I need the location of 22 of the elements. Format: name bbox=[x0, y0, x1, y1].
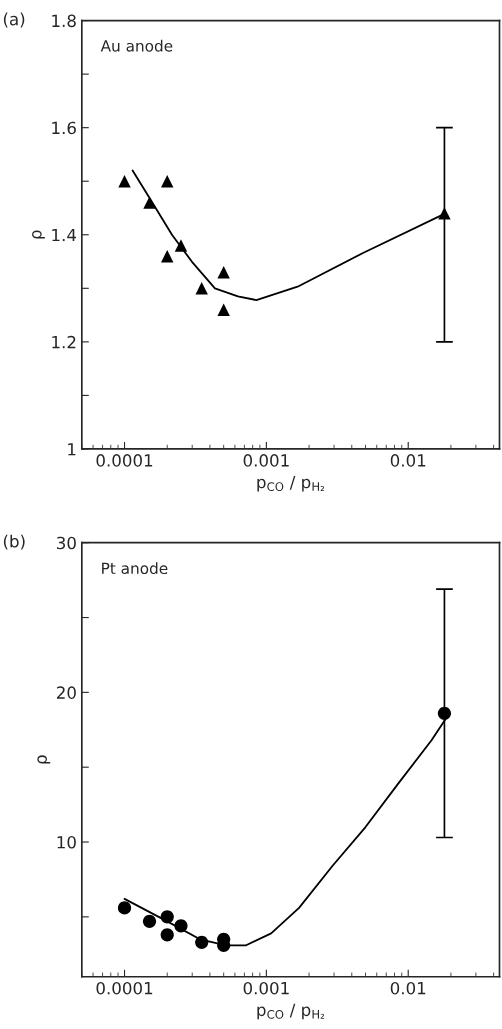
annotation: Au anode bbox=[100, 39, 173, 52]
x-tick-label: 0.001 bbox=[243, 454, 289, 467]
y-tick-label: 1.6 bbox=[52, 121, 76, 135]
y-tick-label: 30 bbox=[57, 536, 76, 550]
text: (a) bbox=[3, 12, 25, 28]
y-tick-label: 1.8 bbox=[52, 14, 76, 28]
y-tick-label: 10 bbox=[57, 835, 76, 849]
x-tick-label: 0.01 bbox=[390, 454, 426, 467]
y-tick-label: 1.4 bbox=[52, 228, 77, 242]
x-tick-label: 0.001 bbox=[243, 981, 289, 995]
y-tick-label: 1.2 bbox=[52, 335, 76, 349]
annotation: Pt anode bbox=[102, 562, 168, 575]
text: (b) bbox=[3, 534, 25, 550]
x-axis-title: p$_{CO}$ / p$_{H₂}$ bbox=[257, 1003, 325, 1020]
y-tick-label: 1 bbox=[68, 443, 76, 456]
x-tick-label: 0.0001 bbox=[96, 454, 153, 467]
x-tick-label: 0.01 bbox=[390, 981, 426, 995]
x-tick-label: 0.0001 bbox=[96, 981, 153, 995]
y-axis-title: ρ bbox=[32, 230, 45, 239]
x-axis-title: p$_{CO}$ / p$_{H₂}$ bbox=[257, 475, 325, 492]
y-tick-label: 20 bbox=[56, 686, 76, 699]
y-axis-title: ρ bbox=[37, 755, 51, 764]
